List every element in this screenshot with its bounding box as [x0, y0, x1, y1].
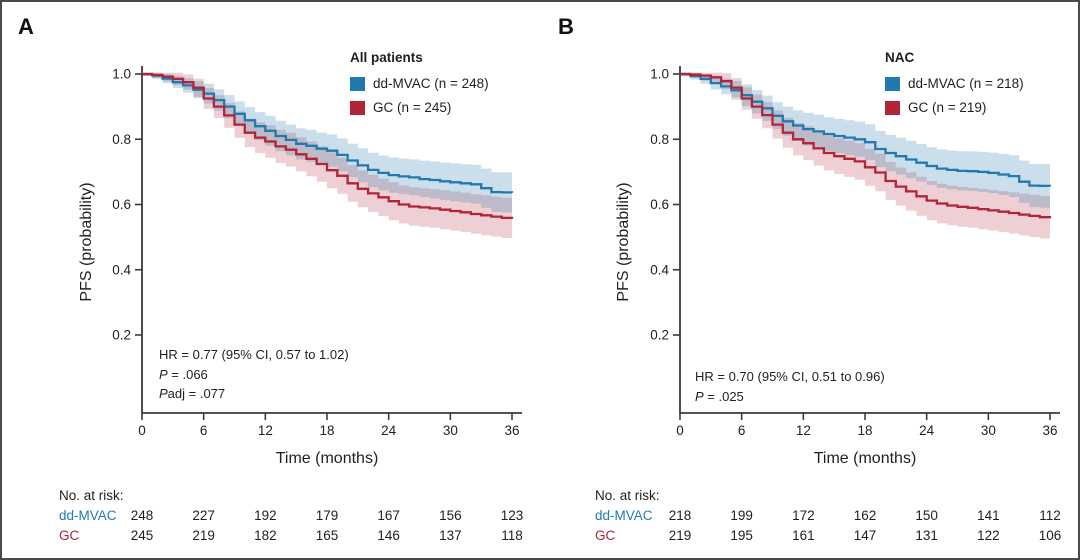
- risk-count: 192: [254, 508, 277, 523]
- y-tick-label: 0.2: [650, 328, 669, 343]
- panel-letter-b: B: [558, 14, 574, 39]
- x-tick-label: 0: [676, 423, 684, 438]
- x-tick-label: 12: [796, 423, 811, 438]
- x-tick-label: 36: [1042, 423, 1057, 438]
- legend-swatch-gc-icon: [350, 101, 365, 115]
- risk-count: 161: [792, 528, 815, 543]
- y-axis-label-b: PFS (probability): [615, 182, 632, 302]
- risk-count: 195: [730, 528, 753, 543]
- stat-symbol: P: [695, 388, 704, 404]
- stats-annotation-line: Padj = .077: [159, 384, 349, 404]
- x-tick-label: 30: [443, 423, 458, 438]
- risk-count: 122: [977, 528, 1000, 543]
- risk-row-label-dd-mvac: dd-MVAC: [595, 508, 653, 523]
- risk-count: 106: [1038, 528, 1062, 543]
- x-axis-label-b: Time (months): [813, 450, 917, 467]
- legend-b: NAC dd-MVAC (n = 218) GC (n = 219): [885, 46, 1024, 120]
- risk-count: 219: [668, 528, 692, 543]
- risk-count: 137: [439, 528, 462, 543]
- risk-count: 150: [915, 508, 938, 523]
- km-curve-gc: [142, 72, 514, 220]
- risk-count: 218: [668, 508, 692, 523]
- legend-label-gc-a: GC (n = 245): [373, 100, 452, 115]
- legend-item-dd-mvac-b: dd-MVAC (n = 218): [885, 72, 1024, 96]
- km-curve-gc: [680, 72, 1052, 219]
- y-tick-label: 0.8: [650, 132, 669, 147]
- risk-count: 147: [853, 528, 877, 543]
- x-tick-label: 12: [258, 423, 273, 438]
- stat-text: = .066: [167, 366, 208, 382]
- x-tick-label: 18: [319, 423, 334, 438]
- legend-item-dd-mvac-a: dd-MVAC (n = 248): [350, 72, 489, 96]
- risk-count: 146: [377, 528, 400, 543]
- legend-item-gc-a: GC (n = 245): [350, 96, 489, 120]
- risk-count: 162: [853, 508, 877, 523]
- legend-swatch-gc-icon: [885, 101, 900, 115]
- y-tick-label: 0.6: [112, 197, 131, 212]
- stats-annotation-line: P = .025: [695, 387, 885, 407]
- risk-count: 199: [730, 508, 753, 523]
- risk-count: 172: [792, 508, 815, 523]
- risk-count: 227: [192, 508, 215, 523]
- stat-text: = .025: [703, 388, 744, 404]
- stat-text: HR = 0.77 (95% CI, 0.57 to 1.02): [159, 347, 349, 362]
- risk-count: 248: [130, 508, 154, 523]
- legend-label-gc-b: GC (n = 219): [908, 100, 987, 115]
- risk-count: 219: [192, 528, 215, 543]
- risk-count: 123: [500, 508, 524, 523]
- x-tick-label: 24: [919, 423, 935, 438]
- x-tick-label: 36: [504, 423, 519, 438]
- legend-a: All patients dd-MVAC (n = 248) GC (n = 2…: [350, 46, 489, 120]
- risk-count: 245: [130, 528, 154, 543]
- legend-swatch-dd-mvac-icon: [350, 77, 365, 91]
- y-axis-label-a: PFS (probability): [78, 182, 95, 302]
- risk-count: 118: [501, 528, 523, 543]
- legend-label-dd-mvac-b: dd-MVAC (n = 218): [908, 76, 1024, 91]
- stats-annotation-line: P = .066: [159, 365, 349, 385]
- stat-symbol: P: [159, 386, 168, 401]
- y-tick-label: 1.0: [650, 67, 669, 82]
- risk-count: 182: [254, 528, 277, 543]
- risk-count: 165: [315, 528, 339, 543]
- legend-label-dd-mvac-a: dd-MVAC (n = 248): [373, 76, 489, 91]
- x-tick-label: 6: [738, 423, 746, 438]
- y-tick-label: 0.4: [650, 262, 669, 277]
- stat-symbol: P: [159, 366, 168, 382]
- panel-letter-a: A: [18, 14, 34, 39]
- risk-count: 112: [1039, 508, 1061, 523]
- risk-count: 141: [977, 508, 1000, 523]
- x-tick-label: 0: [138, 423, 146, 438]
- stat-text: HR = 0.70 (95% CI, 0.51 to 0.96): [695, 369, 885, 384]
- y-tick-label: 0.8: [112, 132, 131, 147]
- x-tick-label: 24: [381, 423, 397, 438]
- y-tick-label: 0.6: [650, 197, 669, 212]
- stats-annotation-line: HR = 0.70 (95% CI, 0.51 to 0.96): [695, 367, 885, 387]
- risk-count: 167: [377, 508, 400, 523]
- x-tick-label: 18: [857, 423, 872, 438]
- legend-swatch-dd-mvac-icon: [885, 77, 900, 91]
- stats-annotation-a: HR = 0.77 (95% CI, 0.57 to 1.02) P = .066…: [159, 345, 349, 404]
- y-tick-label: 0.4: [112, 262, 131, 277]
- y-tick-label: 1.0: [112, 67, 131, 82]
- risk-row-label-gc: GC: [595, 528, 616, 543]
- legend-item-gc-b: GC (n = 219): [885, 96, 1024, 120]
- risk-table-header-b: No. at risk:: [595, 488, 660, 503]
- risk-row-label-dd-mvac: dd-MVAC: [59, 508, 117, 523]
- risk-count: 156: [439, 508, 462, 523]
- y-tick-label: 0.2: [112, 328, 131, 343]
- risk-count: 131: [915, 528, 938, 543]
- stat-text: adj = .077: [167, 386, 226, 401]
- stats-annotation-b: HR = 0.70 (95% CI, 0.51 to 0.96) P = .025: [695, 367, 885, 406]
- risk-table-header-a: No. at risk:: [59, 488, 124, 503]
- stats-annotation-line: HR = 0.77 (95% CI, 0.57 to 1.02): [159, 345, 349, 365]
- legend-title-a: All patients: [350, 50, 423, 65]
- risk-row-label-gc: GC: [59, 528, 80, 543]
- legend-title-b: NAC: [885, 50, 915, 65]
- x-tick-label: 6: [200, 423, 208, 438]
- risk-count: 179: [315, 508, 339, 523]
- x-tick-label: 30: [981, 423, 996, 438]
- x-axis-label-a: Time (months): [275, 450, 379, 467]
